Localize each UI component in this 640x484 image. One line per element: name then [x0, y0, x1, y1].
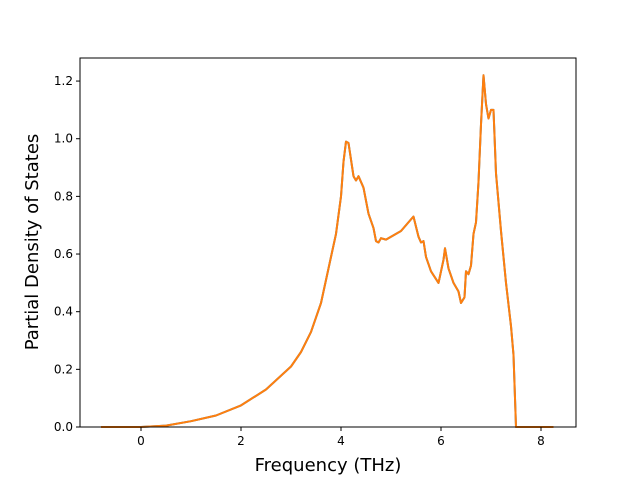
x-tick-label: 4 [337, 434, 345, 448]
series-line-1 [101, 74, 554, 428]
y-axis: 0.0 0.2 0.4 0.6 0.8 1.0 1.2 [54, 74, 80, 434]
plot-lines [101, 74, 554, 428]
x-axis: 0 2 4 6 8 [137, 427, 545, 448]
x-tick-label: 0 [137, 434, 145, 448]
axes-frame [79, 57, 577, 428]
y-tick-label: 1.2 [54, 74, 73, 88]
y-tick-label: 0.8 [54, 189, 73, 203]
x-tick-label: 6 [437, 434, 445, 448]
y-axis-label: Partial Density of States [22, 134, 43, 351]
x-axis-label: Frequency (THz) [255, 455, 402, 476]
y-tick-label: 1.0 [54, 132, 73, 146]
y-tick-label: 0.6 [54, 247, 73, 261]
y-tick-label: 0.0 [54, 420, 73, 434]
x-tick-label: 8 [537, 434, 545, 448]
x-tick-label: 2 [237, 434, 245, 448]
y-tick-label: 0.2 [54, 362, 73, 376]
series-line-0 [101, 74, 554, 428]
y-tick-label: 0.4 [54, 305, 73, 319]
